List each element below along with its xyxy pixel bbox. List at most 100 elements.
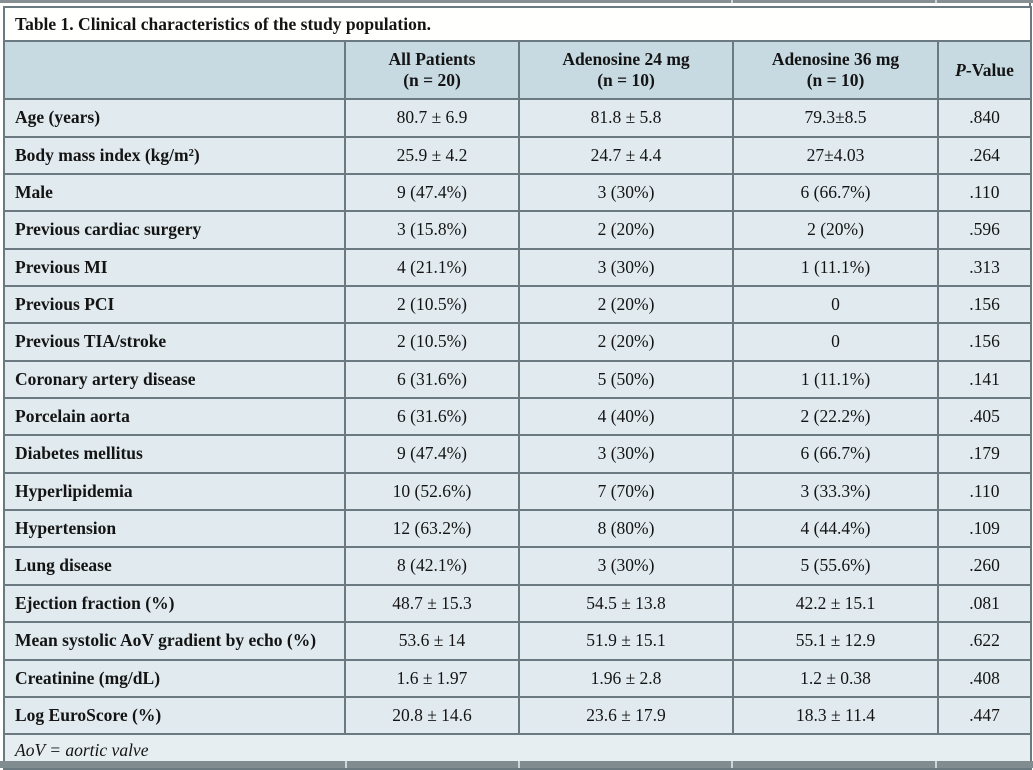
table-row-aov-gradient: Mean systolic AoV gradient by echo (%) 5… bbox=[3, 621, 1032, 661]
header-line2: (n = 10) bbox=[597, 70, 655, 91]
row-label: Coronary artery disease bbox=[3, 359, 346, 400]
cell-all-patients: 8 (42.1%) bbox=[344, 546, 520, 586]
table-row-hypertension: Hypertension 12 (63.2%) 8 (80%) 4 (44.4%… bbox=[3, 509, 1032, 549]
cropped-table-above-edge bbox=[0, 0, 1033, 3]
cell-p-value: .840 bbox=[937, 98, 1032, 138]
cell-p-value: .081 bbox=[937, 583, 1032, 624]
cell-adenosine-36mg: 2 (22.2%) bbox=[732, 397, 939, 437]
cell-p-value: .156 bbox=[937, 285, 1032, 325]
cell-adenosine-24mg: 4 (40%) bbox=[518, 397, 734, 437]
cell-all-patients: 4 (21.1%) bbox=[344, 247, 520, 288]
table-row-lung-disease: Lung disease 8 (42.1%) 3 (30%) 5 (55.6%)… bbox=[3, 546, 1032, 586]
cell-adenosine-36mg: 1.2 ± 0.38 bbox=[732, 658, 939, 698]
cell-all-patients: 3 (15.8%) bbox=[344, 210, 520, 250]
header-line1: All Patients bbox=[388, 49, 476, 69]
header-p-value: P-Value bbox=[937, 40, 1032, 101]
cell-all-patients: 2 (10.5%) bbox=[344, 322, 520, 362]
cell-adenosine-36mg: 6 (66.7%) bbox=[732, 173, 939, 213]
cell-p-value: .596 bbox=[937, 210, 1032, 250]
cell-adenosine-36mg: 18.3 ± 11.4 bbox=[732, 695, 939, 736]
cell-p-value: .141 bbox=[937, 359, 1032, 400]
header-line2: (n = 10) bbox=[806, 70, 865, 91]
edge-column-gap bbox=[935, 761, 937, 768]
cell-all-patients: 48.7 ± 15.3 bbox=[344, 583, 520, 624]
row-label: Lung disease bbox=[3, 546, 346, 586]
header-adenosine-36mg: Adenosine 36 mg (n = 10) bbox=[732, 40, 939, 101]
cell-adenosine-24mg: 5 (50%) bbox=[518, 359, 734, 400]
row-label: Mean systolic AoV gradient by echo (%) bbox=[3, 621, 346, 661]
cell-adenosine-36mg: 42.2 ± 15.1 bbox=[732, 583, 939, 624]
edge-column-gap bbox=[731, 0, 733, 3]
edge-column-gap bbox=[935, 0, 937, 3]
table-row-creatinine: Creatinine (mg/dL) 1.6 ± 1.97 1.96 ± 2.8… bbox=[3, 658, 1032, 698]
edge-column-gap bbox=[731, 761, 733, 768]
cell-p-value: .405 bbox=[937, 397, 1032, 437]
cell-all-patients: 10 (52.6%) bbox=[344, 471, 520, 512]
cell-all-patients: 9 (47.4%) bbox=[344, 173, 520, 213]
cell-adenosine-36mg: 55.1 ± 12.9 bbox=[732, 621, 939, 661]
cell-adenosine-24mg: 2 (20%) bbox=[518, 285, 734, 325]
row-label: Previous MI bbox=[3, 247, 346, 288]
cell-p-value: .110 bbox=[937, 173, 1032, 213]
cell-p-value: .260 bbox=[937, 546, 1032, 586]
cell-adenosine-24mg: 23.6 ± 17.9 bbox=[518, 695, 734, 736]
p-value-rest: -Value bbox=[965, 59, 1014, 80]
cell-p-value: .110 bbox=[937, 471, 1032, 512]
cell-adenosine-24mg: 2 (20%) bbox=[518, 322, 734, 362]
row-label: Log EuroScore (%) bbox=[3, 695, 346, 736]
table-row-porcelain-aorta: Porcelain aorta 6 (31.6%) 4 (40%) 2 (22.… bbox=[3, 397, 1032, 437]
header-line2: (n = 20) bbox=[403, 70, 461, 91]
header-empty bbox=[3, 40, 346, 101]
cell-all-patients: 9 (47.4%) bbox=[344, 434, 520, 474]
cell-adenosine-24mg: 1.96 ± 2.8 bbox=[518, 658, 734, 698]
cell-adenosine-24mg: 3 (30%) bbox=[518, 173, 734, 213]
clinical-characteristics-table: Table 1. Clinical characteristics of the… bbox=[3, 5, 1032, 770]
cell-adenosine-24mg: 24.7 ± 4.4 bbox=[518, 135, 734, 176]
edge-column-gap bbox=[345, 761, 347, 768]
cell-adenosine-24mg: 81.8 ± 5.8 bbox=[518, 98, 734, 138]
table-row-male: Male 9 (47.4%) 3 (30%) 6 (66.7%) .110 bbox=[3, 173, 1032, 213]
edge-column-gap bbox=[518, 761, 520, 768]
cell-adenosine-36mg: 79.3±8.5 bbox=[732, 98, 939, 138]
table-row-previous-pci: Previous PCI 2 (10.5%) 2 (20%) 0 .156 bbox=[3, 285, 1032, 325]
cell-all-patients: 1.6 ± 1.97 bbox=[344, 658, 520, 698]
table-title-row: Table 1. Clinical characteristics of the… bbox=[3, 5, 1032, 43]
cell-p-value: .109 bbox=[937, 509, 1032, 549]
cell-p-value: .408 bbox=[937, 658, 1032, 698]
cell-adenosine-24mg: 54.5 ± 13.8 bbox=[518, 583, 734, 624]
cell-p-value: .447 bbox=[937, 695, 1032, 736]
table-row-age: Age (years) 80.7 ± 6.9 81.8 ± 5.8 79.3±8… bbox=[3, 98, 1032, 138]
table-row-previous-cardiac-surgery: Previous cardiac surgery 3 (15.8%) 2 (20… bbox=[3, 210, 1032, 250]
cell-all-patients: 2 (10.5%) bbox=[344, 285, 520, 325]
row-label: Hypertension bbox=[3, 509, 346, 549]
cell-adenosine-24mg: 2 (20%) bbox=[518, 210, 734, 250]
row-label: Age (years) bbox=[3, 98, 346, 138]
row-label: Previous cardiac surgery bbox=[3, 210, 346, 250]
cell-adenosine-36mg: 1 (11.1%) bbox=[732, 359, 939, 400]
table-header-row: All Patients (n = 20) Adenosine 24 mg (n… bbox=[3, 40, 1032, 101]
row-label: Diabetes mellitus bbox=[3, 434, 346, 474]
cell-all-patients: 20.8 ± 14.6 bbox=[344, 695, 520, 736]
cell-adenosine-36mg: 2 (20%) bbox=[732, 210, 939, 250]
table-row-ejection-fraction: Ejection fraction (%) 48.7 ± 15.3 54.5 ±… bbox=[3, 583, 1032, 624]
table-row-hyperlipidemia: Hyperlipidemia 10 (52.6%) 7 (70%) 3 (33.… bbox=[3, 471, 1032, 512]
cell-adenosine-36mg: 0 bbox=[732, 285, 939, 325]
cell-adenosine-36mg: 0 bbox=[732, 322, 939, 362]
table-row-diabetes-mellitus: Diabetes mellitus 9 (47.4%) 3 (30%) 6 (6… bbox=[3, 434, 1032, 474]
header-line1: Adenosine 36 mg bbox=[771, 49, 900, 69]
cell-all-patients: 6 (31.6%) bbox=[344, 359, 520, 400]
table-row-log-euroscore: Log EuroScore (%) 20.8 ± 14.6 23.6 ± 17.… bbox=[3, 695, 1032, 736]
table-row-coronary-artery-disease: Coronary artery disease 6 (31.6%) 5 (50%… bbox=[3, 359, 1032, 400]
cell-adenosine-24mg: 8 (80%) bbox=[518, 509, 734, 549]
cell-p-value: .156 bbox=[937, 322, 1032, 362]
cell-adenosine-24mg: 3 (30%) bbox=[518, 546, 734, 586]
cell-adenosine-36mg: 3 (33.3%) bbox=[732, 471, 939, 512]
cell-adenosine-36mg: 4 (44.4%) bbox=[732, 509, 939, 549]
row-label: Body mass index (kg/m²) bbox=[3, 135, 346, 176]
cell-adenosine-36mg: 27±4.03 bbox=[732, 135, 939, 176]
cell-p-value: .313 bbox=[937, 247, 1032, 288]
row-label: Hyperlipidemia bbox=[3, 471, 346, 512]
cell-adenosine-24mg: 3 (30%) bbox=[518, 247, 734, 288]
header-all-patients: All Patients (n = 20) bbox=[344, 40, 520, 101]
cell-adenosine-36mg: 1 (11.1%) bbox=[732, 247, 939, 288]
